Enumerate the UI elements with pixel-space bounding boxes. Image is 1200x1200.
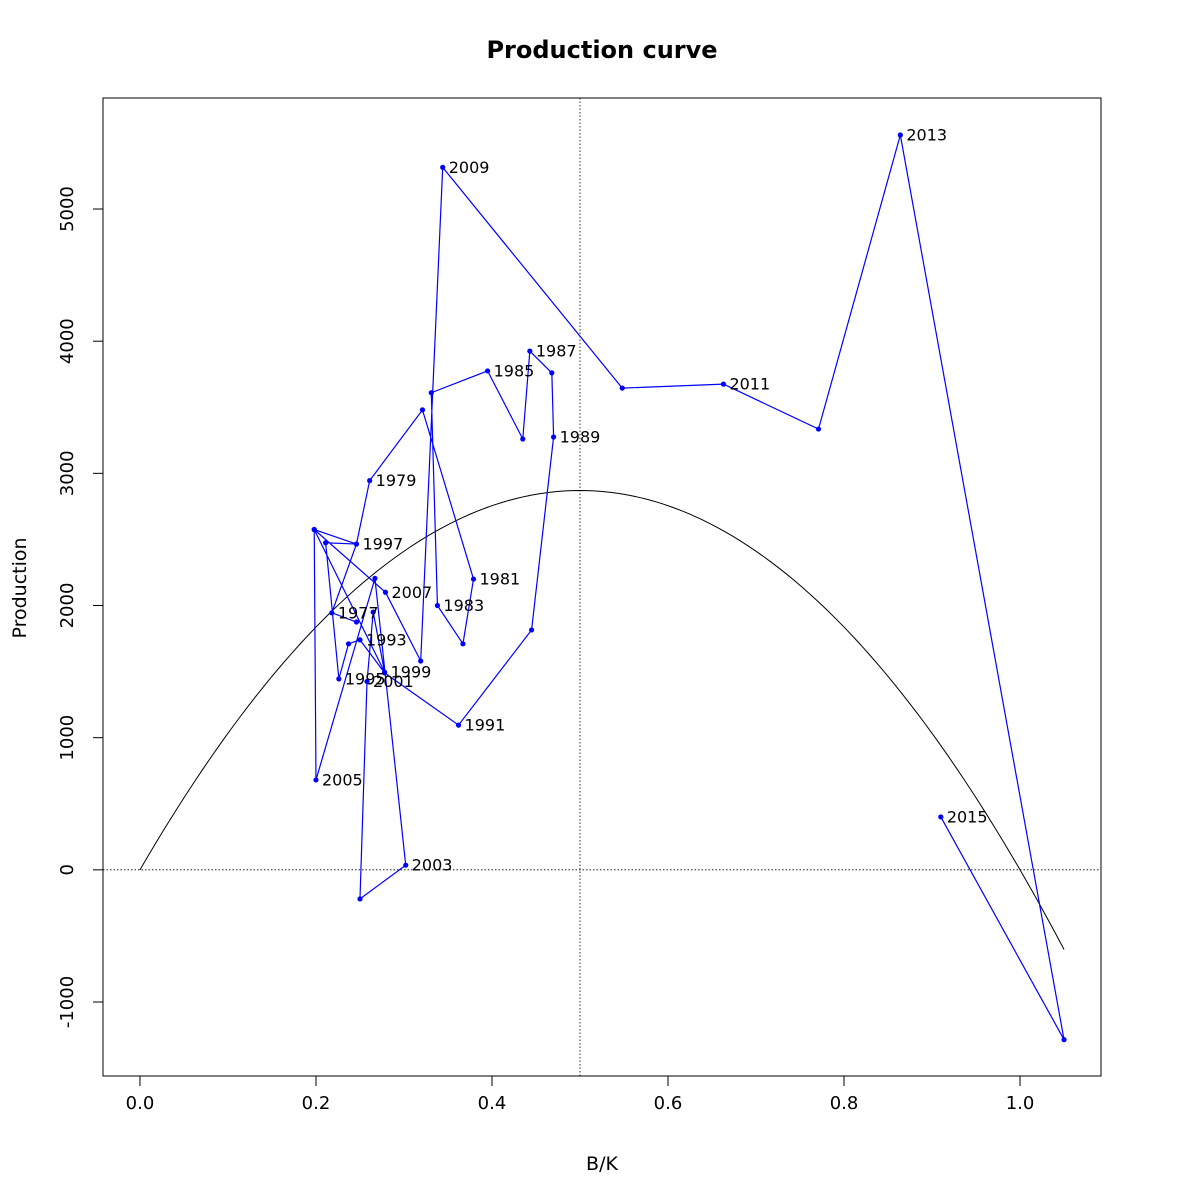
point-label: 2015 (947, 807, 988, 826)
plot-frame (102, 97, 1102, 1077)
series-point (528, 627, 535, 633)
x-tick-label: 0.4 (478, 1093, 507, 1114)
point-label: 1999 (391, 663, 432, 682)
point-label: 1995 (345, 669, 386, 688)
x-axis-label: B/K (586, 1153, 618, 1175)
series-point (549, 370, 555, 376)
series-point (419, 407, 426, 413)
series-point (403, 862, 409, 868)
series-point (1061, 1037, 1067, 1043)
point-label: 1983 (443, 596, 484, 615)
y-axis-label: Production (9, 537, 31, 638)
series-point (353, 619, 360, 625)
series-point (370, 609, 376, 615)
series-point (329, 610, 335, 616)
point-label: 2009 (449, 158, 490, 177)
point-label: 1979 (376, 471, 417, 490)
series-point (897, 132, 903, 138)
series-point (418, 658, 424, 664)
y-tick-label: 4000 (57, 318, 78, 364)
y-tick-label: 1000 (57, 715, 78, 761)
point-label: 2013 (906, 126, 947, 145)
point-label: 2001 (373, 672, 414, 691)
series-point (550, 434, 557, 440)
point-label: 1985 (494, 361, 535, 380)
point-label: 1977 (338, 603, 379, 622)
point-label: 1993 (366, 630, 407, 649)
x-axis: 0.0 0.2 0.4 0.6 0.8 1.0 (126, 1076, 1035, 1114)
point-label: 1991 (465, 716, 506, 735)
series-point (357, 896, 363, 902)
point-label: 1989 (560, 427, 601, 446)
y-tick-label: -1000 (57, 976, 78, 1028)
y-tick-label: 5000 (57, 186, 78, 232)
series-point (364, 678, 370, 685)
series-point (470, 576, 477, 582)
series-point (455, 722, 462, 728)
series-point (313, 777, 319, 783)
series-point (720, 381, 727, 387)
series-point (382, 669, 388, 675)
point-label: 2003 (412, 856, 453, 875)
point-label: 1987 (536, 342, 577, 361)
y-axis: -1000 0 1000 2000 3000 4000 5000 (57, 186, 103, 1028)
point-label: 2007 (392, 583, 433, 602)
point-label: 1997 (362, 535, 403, 554)
series-point (311, 526, 317, 533)
series-point (527, 348, 533, 354)
point-label: 2011 (729, 375, 770, 394)
y-tick-label: 2000 (57, 583, 78, 629)
series-point (345, 641, 352, 647)
point-label: 2005 (322, 770, 363, 789)
series-point (938, 814, 944, 820)
x-tick-label: 0.8 (830, 1093, 859, 1114)
series-point (336, 676, 342, 682)
series-point (440, 164, 446, 170)
series-point (434, 602, 441, 609)
series-point (520, 436, 526, 442)
point-label: 1981 (480, 570, 521, 589)
y-tick-label: 0 (57, 864, 78, 875)
series-point (323, 540, 329, 546)
x-tick-label: 0.6 (654, 1093, 683, 1114)
chart-title: Production curve (486, 36, 717, 64)
series-point (372, 575, 378, 582)
series-point (484, 368, 491, 374)
series-point (367, 478, 373, 484)
y-tick-label: 3000 (57, 450, 78, 496)
series-point (619, 385, 625, 391)
series-point (357, 637, 363, 643)
series-point (815, 426, 822, 432)
x-tick-label: 0.2 (302, 1093, 331, 1114)
series-point (353, 541, 360, 547)
x-tick-label: 1.0 (1006, 1093, 1035, 1114)
x-tick-label: 0.0 (126, 1093, 155, 1114)
production-curve-line (139, 490, 1065, 950)
series-point (382, 589, 389, 595)
series-layer (311, 132, 1067, 1043)
series-point (460, 641, 466, 647)
series-point (428, 390, 434, 396)
production-curve-layer (139, 490, 1065, 950)
